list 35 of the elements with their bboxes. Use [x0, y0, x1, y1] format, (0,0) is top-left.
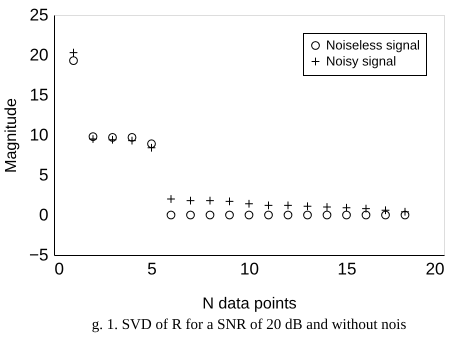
- x-tick-label: 20: [426, 260, 444, 278]
- point: [108, 133, 117, 142]
- x-tick-label: 5: [147, 260, 157, 278]
- y-tick-label: 20: [30, 46, 48, 64]
- x-tick-label: 15: [338, 260, 356, 278]
- y-tick-label: 5: [39, 166, 48, 184]
- y-tick-label: 25: [30, 6, 48, 24]
- point: [166, 210, 176, 220]
- legend-label: Noisy signal: [326, 54, 396, 68]
- y-axis-title: Magnitude: [3, 98, 20, 173]
- y-tick-label: 15: [30, 86, 48, 104]
- point: [284, 210, 292, 220]
- point: [206, 210, 214, 220]
- point: [303, 210, 312, 220]
- point: [322, 210, 332, 220]
- point: [186, 210, 195, 220]
- point: [244, 210, 254, 220]
- y-tick-label: 0: [39, 206, 48, 224]
- legend-label: Noiseless signal: [326, 38, 420, 52]
- point: [128, 133, 136, 142]
- point: [147, 139, 156, 148]
- x-axis-title: N data points: [202, 296, 297, 312]
- point: [381, 210, 390, 220]
- point: [400, 210, 410, 220]
- y-tick-label: 10: [30, 126, 48, 144]
- point: [88, 132, 98, 141]
- x-tick-label: 0: [54, 260, 64, 278]
- point: [362, 210, 370, 220]
- point: [225, 210, 234, 220]
- x-tick-label: 10: [240, 260, 259, 278]
- y-tick-label: −5: [29, 246, 48, 264]
- point: [264, 210, 273, 220]
- point: [69, 56, 78, 65]
- point: [342, 210, 351, 220]
- text: g. 1. SVD of R for a SNR of 20 dB and without nois: [92, 317, 406, 333]
